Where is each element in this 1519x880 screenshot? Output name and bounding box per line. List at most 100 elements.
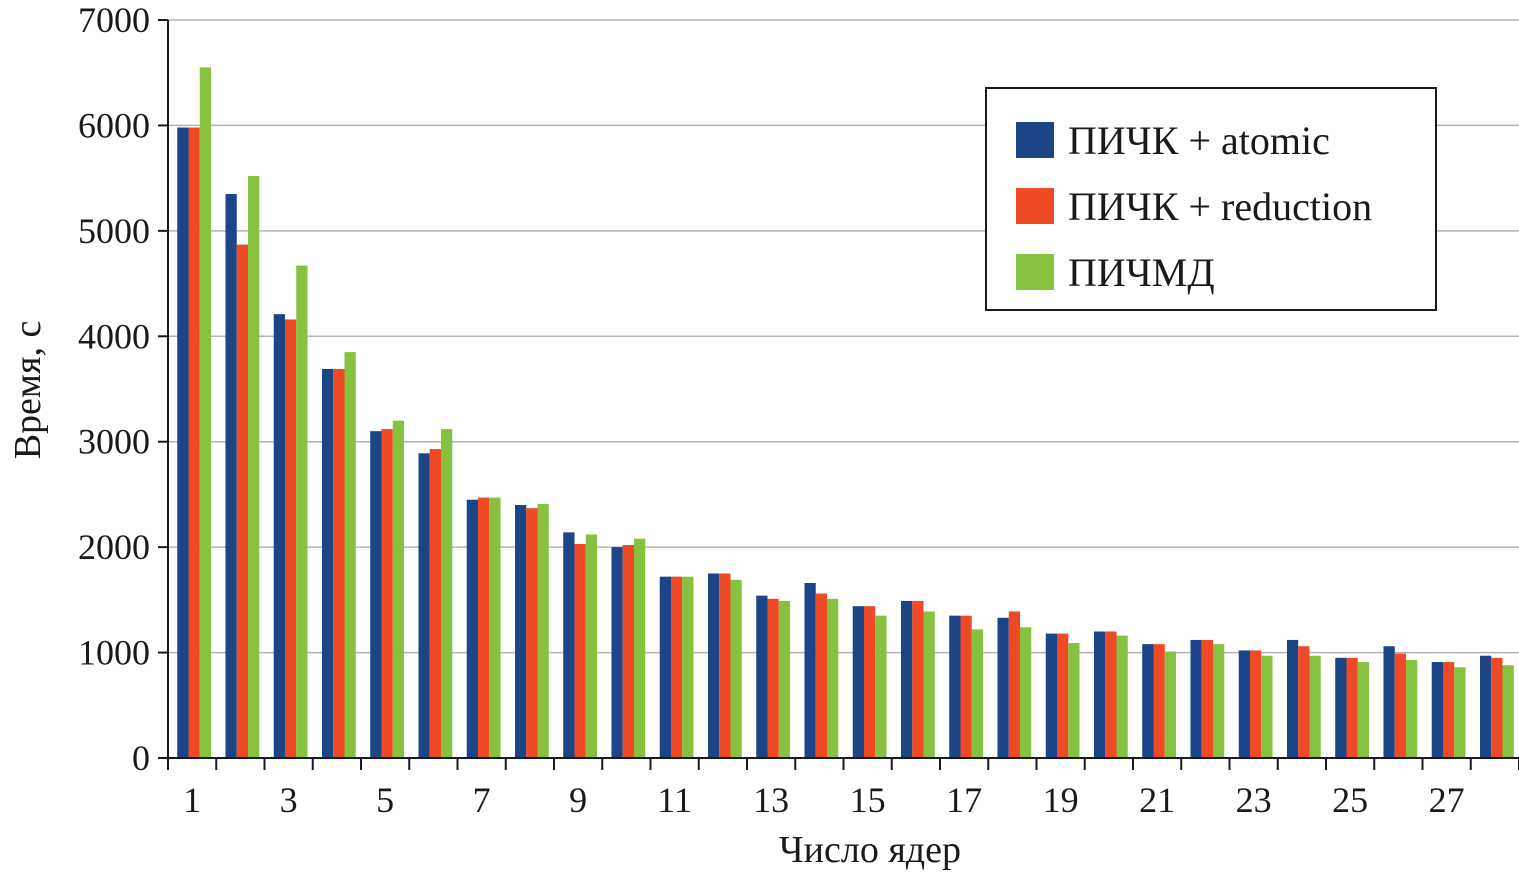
bar-series-3	[1261, 655, 1273, 758]
bar-series-1	[225, 193, 237, 758]
bar-series-3	[1502, 665, 1514, 758]
y-axis-title: Время, с	[7, 321, 49, 460]
bar-series-1	[273, 314, 285, 758]
bar-series-3	[1116, 635, 1128, 758]
bar-series-1	[1286, 639, 1299, 758]
legend-swatch-1	[1016, 122, 1054, 158]
x-tick-label: 1	[183, 780, 201, 820]
axes-group	[158, 19, 1519, 770]
bar-series-2	[477, 497, 490, 758]
bar-series-1	[900, 600, 913, 758]
bar-series-3	[875, 615, 887, 758]
bar-series-2	[1346, 657, 1358, 758]
legend-label-3: ПИЧМД	[1068, 250, 1215, 295]
bar-series-3	[1309, 655, 1321, 758]
bar-series-3	[489, 497, 501, 758]
legend-swatch-2	[1016, 188, 1054, 224]
y-tick-label: 0	[132, 738, 150, 778]
bar-series-3	[971, 629, 984, 758]
x-tick-label: 7	[473, 780, 491, 820]
y-tick-label: 6000	[78, 105, 150, 145]
bar-series-1	[1335, 657, 1347, 758]
bar-series-1	[418, 453, 430, 758]
y-tick-label: 2000	[78, 527, 150, 567]
bar-series-2	[429, 449, 442, 758]
x-tick-label: 25	[1332, 780, 1368, 820]
bar-series-2	[1394, 653, 1407, 758]
bar-series-1	[466, 499, 478, 758]
bar-series-2	[1056, 633, 1069, 758]
bar-series-1	[611, 547, 623, 758]
bar-series-2	[1008, 611, 1021, 758]
bar-series-3	[778, 600, 791, 758]
x-tick-label: 15	[850, 780, 886, 820]
x-tick-label: 27	[1429, 780, 1465, 820]
bar-series-3	[1406, 659, 1418, 758]
bar-series-3	[1068, 643, 1080, 758]
bar-series-1	[1383, 646, 1395, 758]
bar-series-3	[441, 429, 453, 758]
bar-series-2	[1298, 646, 1310, 758]
bar-series-3	[923, 611, 935, 758]
bar-series-3	[827, 598, 839, 758]
bar-series-2	[670, 576, 683, 758]
bar-series-2	[574, 543, 586, 758]
bar-series-1	[370, 431, 382, 758]
bar-series-2	[1249, 650, 1262, 758]
bar-series-1	[1093, 631, 1106, 758]
y-tick-labels: 0 1000 2000 3000 4000 5000 6000 7000	[78, 0, 150, 778]
bar-series-2	[381, 429, 393, 758]
bar-series-2	[863, 606, 876, 758]
x-tick-labels: 1 3 5 7 9 11 13 15 17 19 21 23 25 27	[183, 780, 1465, 820]
bar-series-1	[321, 368, 334, 758]
y-tick-label: 5000	[78, 211, 150, 251]
bar-series-1	[949, 615, 961, 758]
bar-series-3	[730, 579, 742, 758]
bar-series-1	[1479, 655, 1492, 758]
bar-series-3	[248, 176, 260, 758]
legend-swatch-3	[1016, 254, 1054, 290]
bar-series-2	[188, 127, 200, 759]
bar-series-2	[1442, 662, 1455, 758]
y-tick-label: 4000	[78, 316, 150, 356]
y-tick-label: 3000	[78, 422, 150, 462]
bar-series-3	[1164, 651, 1177, 758]
x-tick-label: 19	[1043, 780, 1079, 820]
bar-series-1	[756, 595, 768, 758]
bar-series-2	[1201, 639, 1214, 758]
bar-series-3	[1213, 644, 1225, 758]
bar-series-1	[1045, 633, 1057, 758]
bar-series-2	[719, 573, 731, 758]
bar-series-1	[563, 532, 575, 758]
bar-series-1	[707, 573, 720, 758]
bar-series-1	[1431, 662, 1443, 758]
bar-series-1	[1190, 639, 1202, 758]
y-tick-label: 7000	[78, 0, 150, 40]
bar-series-2	[912, 600, 924, 758]
bar-series-3	[537, 503, 549, 758]
bar-series-2	[333, 368, 345, 758]
x-tick-label: 17	[946, 780, 982, 820]
x-tick-label: 23	[1236, 780, 1272, 820]
bar-series-2	[526, 508, 538, 758]
bar-series-2	[284, 319, 297, 758]
bar-series-3	[1357, 662, 1370, 758]
bar-series-3	[682, 576, 694, 758]
bar-series-2	[960, 615, 972, 758]
x-tick-label: 5	[376, 780, 394, 820]
bar-series-3	[392, 420, 405, 758]
bar-series-1	[177, 127, 189, 759]
bar-series-2	[767, 598, 779, 758]
legend-label-1: ПИЧК + atomic	[1068, 118, 1330, 163]
legend: ПИЧК + atomic ПИЧК + reduction ПИЧМД	[985, 87, 1437, 311]
bar-series-2	[236, 244, 249, 758]
bar-series-1	[1238, 650, 1250, 758]
bar-series-1	[852, 606, 864, 758]
bar-series-1	[1142, 644, 1154, 758]
bar-series-3	[199, 67, 212, 758]
bar-series-1	[514, 504, 527, 758]
bar-series-3	[1020, 627, 1032, 758]
bar-series-1	[997, 617, 1009, 758]
